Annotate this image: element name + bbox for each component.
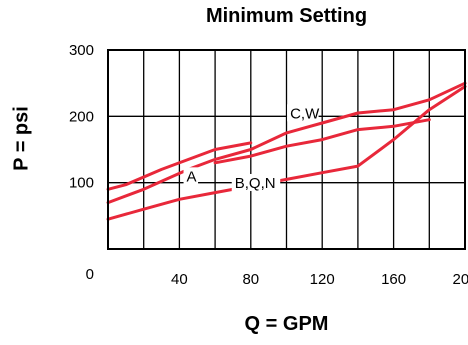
label-group: C,W A B,Q,N (183, 104, 320, 192)
y-tick-label: 0 (86, 266, 94, 283)
annotation-label: A (187, 168, 197, 185)
series-line (106, 141, 253, 191)
annotation-label: C,W (290, 105, 320, 122)
annotation-background (231, 173, 281, 191)
y-tick-label: 200 (69, 108, 94, 125)
series-line (106, 85, 467, 221)
annotation-background (183, 167, 199, 185)
y-tick-label: 300 (69, 42, 94, 59)
y-tick-label: 100 (69, 175, 94, 192)
x-axis-label: Q = GPM (244, 313, 329, 335)
chart-title: Minimum Setting (205, 5, 368, 27)
x-tick-label: 120 (310, 271, 335, 288)
annotation-background (287, 104, 319, 122)
series-line (106, 81, 467, 205)
plot-frame (107, 49, 466, 250)
x-tick-label: 200 (452, 271, 468, 288)
series-line (213, 118, 431, 165)
grid (108, 50, 465, 249)
annotation-label: B,Q,N (235, 175, 276, 192)
x-tick-label: 80 (242, 271, 259, 288)
tick-group: 40 80 120 160 200 0 100 200 300 (69, 42, 468, 288)
series-group (106, 81, 467, 221)
x-tick-label: 160 (381, 271, 406, 288)
x-tick-label: 40 (171, 271, 188, 288)
